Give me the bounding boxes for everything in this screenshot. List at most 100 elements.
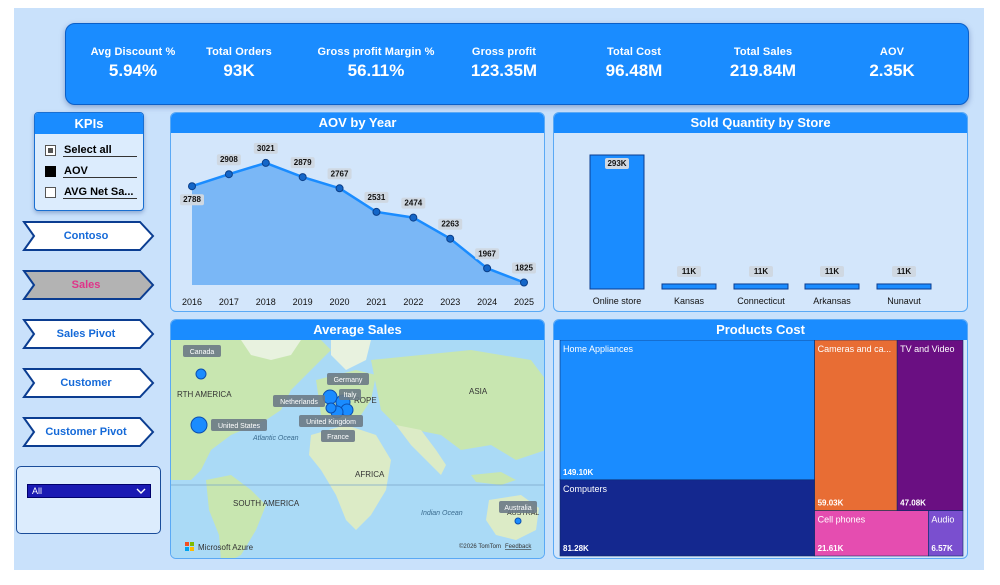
aov-data-label-bg	[364, 191, 389, 203]
map-label-italy: Italy	[339, 389, 361, 400]
aov-point	[188, 182, 196, 191]
kpi-total-orders: Total Orders 93K	[169, 46, 309, 81]
azure-logo-text: Microsoft Azure	[198, 543, 254, 552]
checkbox-partial-icon[interactable]	[45, 144, 56, 156]
aov-chart-title: AOV by Year	[171, 113, 544, 133]
store-bar	[661, 283, 717, 290]
aov-data-label: 2879	[294, 158, 312, 167]
map-label-canada: Canada	[183, 345, 221, 357]
aov-area-fill	[192, 162, 524, 285]
store-bar-label: 11K	[897, 267, 911, 276]
aov-data-label: 2531	[368, 193, 386, 202]
map-label-text: France	[327, 434, 349, 441]
filter-panel: All	[16, 466, 161, 534]
store-bar	[733, 283, 789, 290]
kpi-label: Total Cost	[607, 46, 661, 58]
landmass-indonesia	[471, 472, 516, 485]
slicer-title: KPIs	[35, 113, 143, 134]
nav-arrow-shape	[22, 270, 155, 300]
store-bar-label-bg	[749, 265, 773, 277]
aov-point	[520, 278, 528, 287]
map-bubble-united-states[interactable]	[190, 416, 208, 434]
map-feedback-link[interactable]: Feedback	[505, 544, 532, 550]
map-bubble-canada[interactable]	[195, 368, 207, 380]
aov-x-tick: 2024	[477, 297, 497, 307]
aov-data-label-bg	[475, 248, 500, 260]
store-bar-label-bg	[605, 158, 629, 169]
map-label-text: Italy	[344, 392, 357, 399]
treemap-tile-value: 81.28K	[563, 544, 589, 553]
nav-button-customer-pivot[interactable]: Customer Pivot	[22, 416, 156, 448]
aov-data-label-bg	[327, 168, 352, 180]
map-title: Average Sales	[171, 320, 544, 340]
treemap-tile-value: 21.61K	[818, 544, 844, 553]
kpi-label: AOV	[879, 46, 905, 58]
checkbox-unchecked-icon[interactable]	[45, 186, 56, 198]
nav-button-sales-pivot[interactable]: Sales Pivot	[22, 318, 156, 350]
aov-x-tick: 2019	[293, 297, 313, 307]
aov-data-label: 2263	[441, 220, 459, 229]
region-label: AFRICA	[355, 470, 385, 479]
kpi-value: 2.35K	[869, 61, 915, 80]
store-bar-label: 11K	[754, 267, 768, 276]
slicer-option-aov[interactable]: AOV	[45, 163, 137, 179]
checkbox-checked-icon[interactable]	[45, 165, 56, 177]
map-bubble-france[interactable]	[325, 402, 337, 414]
microsoft-azure-logo: Microsoft Azure	[185, 542, 254, 552]
kpi-total-cost: Total Cost 96.48M	[564, 46, 704, 81]
nav-label: Sales	[71, 279, 101, 291]
aov-x-tick: 2022	[403, 297, 423, 307]
region-label: AUSTRAL	[507, 510, 539, 517]
nav-arrow-shape	[22, 417, 155, 447]
store-x-tick: Arkansas	[813, 296, 851, 306]
store-chart: 293K Online store 11K Kansas 11K Connecticut 1…	[589, 154, 932, 306]
aov-data-label: 2788	[183, 195, 201, 204]
filter-dropdown[interactable]: All	[27, 484, 151, 498]
kpi-total-sales: Total Sales 219.84M	[693, 46, 833, 81]
aov-by-year-card: AOV by Year 2788 2016 2908 2017 3021 2018 2879…	[170, 112, 545, 312]
aov-chart: 2788 2016 2908 2017 3021 2018 2879 2019 2767 2020…	[180, 142, 536, 307]
aov-data-label-bg	[438, 218, 463, 230]
aov-point	[298, 173, 307, 182]
treemap-tile-value: 6.57K	[931, 544, 953, 553]
average-sales-card: Average Sales RTH AMERICA	[170, 319, 545, 559]
chevron-down-icon[interactable]	[136, 486, 146, 496]
landmass-middle-east	[396, 425, 446, 475]
store-bar-label: 11K	[682, 267, 696, 276]
landmass-greenland	[331, 340, 371, 370]
aov-data-label-bg	[401, 197, 426, 209]
world-map[interactable]: RTH AMERICA Atlantic Ocean ROPE ASIA AFR…	[171, 340, 545, 559]
slicer-option-select-all[interactable]: Select all	[45, 142, 137, 158]
kpi-label: Total Sales	[733, 46, 793, 58]
map-bubble-netherlands[interactable]	[322, 389, 338, 405]
map-label-france: France	[321, 430, 355, 442]
treemap-tile	[896, 340, 964, 511]
store-bar	[589, 154, 645, 290]
aov-data-label: 1825	[515, 264, 533, 273]
slicer-option-avg-net-sales[interactable]: AVG Net Sa...	[45, 184, 137, 200]
region-label: SOUTH AMERICA	[233, 499, 300, 508]
map-label-netherlands: Netherlands	[273, 395, 325, 407]
store-bar-label: 293K	[607, 159, 626, 168]
nav-label: Sales Pivot	[56, 328, 116, 340]
aov-x-tick: 2023	[440, 297, 460, 307]
treemap-tile	[814, 510, 929, 557]
kpi-label: Gross profit Margin %	[317, 46, 435, 58]
aov-x-tick: 2018	[256, 297, 276, 307]
treemap-tile-name: Computers	[563, 484, 608, 494]
slicer-option-label: AOV	[63, 165, 137, 178]
treemap-tile-name: TV and Video	[900, 344, 954, 354]
store-bar-label-bg	[820, 265, 844, 277]
landmass-south-america	[206, 475, 266, 558]
aov-x-tick: 2020	[330, 297, 350, 307]
nav-button-customer[interactable]: Customer	[22, 367, 156, 399]
kpi-label: Avg Discount %	[90, 46, 176, 58]
kpi-gross-profit: Gross profit 123.35M	[434, 46, 574, 81]
nav-button-contoso[interactable]: Contoso	[22, 220, 156, 252]
map-bubble-australia[interactable]	[514, 517, 522, 525]
filter-dropdown-value: All	[32, 486, 43, 496]
nav-button-sales[interactable]: Sales	[22, 269, 156, 301]
nav-label: Customer Pivot	[45, 426, 127, 438]
store-bar-label-bg	[892, 265, 916, 277]
